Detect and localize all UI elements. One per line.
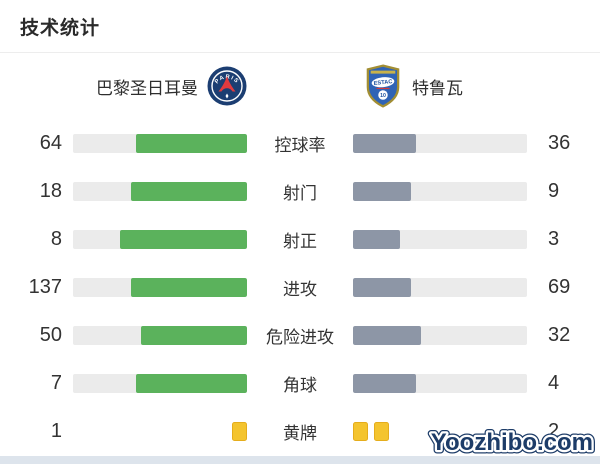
stat-label: 射门 xyxy=(283,183,317,203)
section-header: 技术统计 xyxy=(0,0,600,53)
home-bar-fill xyxy=(135,133,247,153)
stat-label: 角球 xyxy=(283,375,317,395)
stat-row: 50 危险进攻 32 xyxy=(0,311,600,359)
home-stat-bar xyxy=(73,277,247,297)
away-value: 4 xyxy=(548,371,560,394)
teams-header: 巴黎圣日耳曼 PARIS xyxy=(0,53,600,119)
yellow-card-icon xyxy=(232,421,247,441)
away-stat-bar xyxy=(353,229,527,249)
away-bar-fill xyxy=(353,133,416,153)
home-stat-bar xyxy=(73,229,247,249)
stat-label: 控球率 xyxy=(274,135,326,155)
away-value: 9 xyxy=(548,179,560,202)
home-stat-bar xyxy=(73,421,247,441)
away-stat-bar xyxy=(353,373,527,393)
home-yellow-cards xyxy=(73,421,247,441)
away-stat-bar xyxy=(353,277,527,297)
away-bar-fill xyxy=(353,277,412,297)
section-title: 技术统计 xyxy=(20,18,101,39)
away-team-name: 特鲁瓦 xyxy=(412,78,463,98)
away-value: 69 xyxy=(548,275,571,298)
home-bar-fill xyxy=(131,277,247,297)
home-stat-bar xyxy=(73,133,247,153)
home-stat-bar xyxy=(73,373,247,393)
stat-label: 黄牌 xyxy=(283,423,317,443)
away-value: 3 xyxy=(548,227,560,250)
away-stat-bar xyxy=(353,133,527,153)
home-team: 巴黎圣日耳曼 PARIS xyxy=(0,66,300,106)
stat-row: 64 控球率 36 xyxy=(0,119,600,167)
stat-row: 7 角球 4 xyxy=(0,359,600,407)
away-team: ESTAC 10 特鲁瓦 xyxy=(300,64,600,108)
away-value: 2 xyxy=(548,419,560,442)
stat-label: 危险进攻 xyxy=(266,327,334,347)
home-bar-fill xyxy=(136,373,247,393)
home-value: 8 xyxy=(50,227,62,250)
stat-row: 18 射门 9 xyxy=(0,167,600,215)
away-value: 36 xyxy=(548,131,571,154)
stat-row: 1 黄牌 2 xyxy=(0,407,600,455)
home-bar-fill xyxy=(131,181,247,201)
home-bar-fill xyxy=(140,325,247,345)
stat-row: 8 射正 3 xyxy=(0,215,600,263)
away-bar-fill xyxy=(353,325,421,345)
home-stat-bar xyxy=(73,325,247,345)
away-bar-fill xyxy=(353,229,401,249)
home-value: 50 xyxy=(39,323,62,346)
home-value: 1 xyxy=(50,419,62,442)
stats-list: 64 控球率 36 18 射门 9 xyxy=(0,119,600,455)
away-yellow-cards xyxy=(353,421,527,441)
away-stat-bar xyxy=(353,421,527,441)
yellow-card-icon xyxy=(353,421,368,441)
estac-crest-text: ESTAC xyxy=(373,79,392,87)
next-section-edge xyxy=(0,456,600,464)
home-bar-fill xyxy=(120,229,247,249)
stat-label: 射正 xyxy=(283,231,317,251)
watermark: Yoozhibo.com Yoozhibo.com xyxy=(423,423,598,464)
home-value: 7 xyxy=(50,371,62,394)
estac-crest-icon: ESTAC 10 xyxy=(365,64,401,108)
yellow-card-icon xyxy=(374,421,389,441)
away-stat-bar xyxy=(353,325,527,345)
stat-row: 137 进攻 69 xyxy=(0,263,600,311)
home-value: 18 xyxy=(39,179,62,202)
stat-label: 进攻 xyxy=(283,279,317,299)
away-bar-fill xyxy=(353,373,417,393)
home-value: 64 xyxy=(39,131,62,154)
home-value: 137 xyxy=(28,275,62,298)
watermark-halo-text: Yoozhibo.com xyxy=(431,429,593,456)
home-team-name: 巴黎圣日耳曼 xyxy=(96,78,198,98)
watermark-text: Yoozhibo.com xyxy=(431,429,593,456)
away-bar-fill xyxy=(353,181,411,201)
away-stat-bar xyxy=(353,181,527,201)
estac-crest-number: 10 xyxy=(380,93,386,99)
psg-crest-icon: PARIS xyxy=(207,66,247,106)
home-stat-bar xyxy=(73,181,247,201)
away-value: 32 xyxy=(548,323,571,346)
